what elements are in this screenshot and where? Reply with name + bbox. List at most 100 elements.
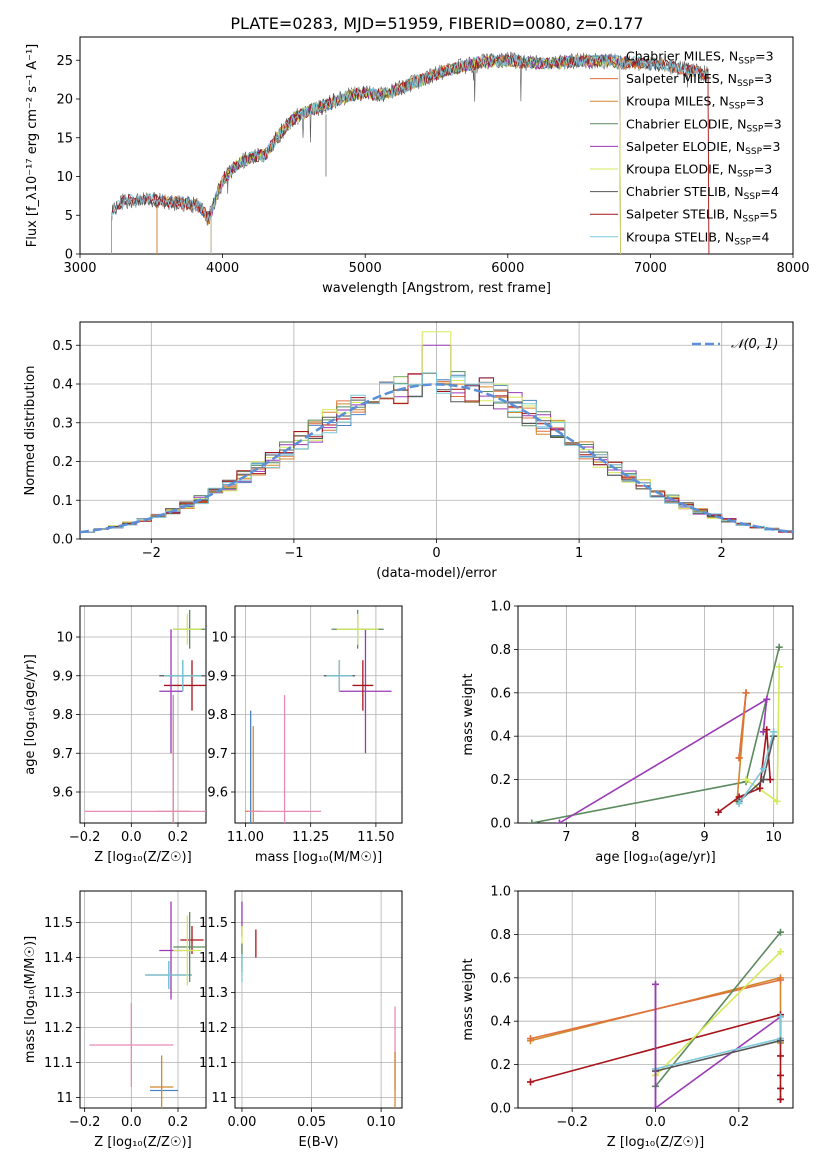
y-tick-label: 9.7 <box>52 747 73 762</box>
errorbar-point <box>164 660 202 692</box>
mass-weight-vs-age-panel: 7 8 9 10 0.0 0.2 0.4 0.6 0.8 1.0 age [log₁₀(age/yr… <box>461 600 794 865</box>
mass-weight-series <box>654 931 782 1087</box>
plot-area <box>241 901 396 1108</box>
x-tick-label: 0.05 <box>297 1115 326 1130</box>
errorbar-point <box>173 915 202 986</box>
y-tick-label: 9.8 <box>52 708 73 723</box>
legend-label-main: Chabrier MILES, N <box>626 49 738 64</box>
legend-label-suffix: =3 <box>755 49 773 64</box>
y-tick-label: 11.4 <box>44 951 73 966</box>
y-axis-label: Normed distribution <box>23 366 38 496</box>
normal-curve <box>80 383 793 534</box>
y-tick-label: 0 <box>65 248 73 263</box>
y-tick-label: 0.2 <box>490 773 511 788</box>
plus-marker <box>528 819 536 823</box>
legend-label-main: Kroupa ELODIE, N <box>626 162 737 177</box>
errorbar-point <box>173 613 202 645</box>
x-tick-label: 1 <box>575 546 583 561</box>
legend-label-sub: SSP <box>746 124 763 134</box>
plus-marker <box>777 948 784 956</box>
y-tick-label: 0.4 <box>490 730 511 745</box>
legend-label-suffix: =3 <box>754 71 772 86</box>
residual-histogram-panel: −2 −1 0 1 2 0.0 0.1 0.2 0.3 0.4 0.5 (data-model)/er… <box>23 321 794 581</box>
x-axis-label: wavelength [Angstrom, rest frame] <box>322 281 551 296</box>
histogram-series <box>80 372 793 533</box>
plus-marker <box>777 1013 784 1021</box>
model-spectrum-line <box>111 54 709 254</box>
x-tick-label: 11.00 <box>227 830 264 845</box>
spectrum-panel: 3000 4000 5000 6000 7000 8000 0 5 10 15 20 25 wavele… <box>25 36 810 296</box>
plot-area <box>89 901 206 1108</box>
y-tick-label: 0.5 <box>52 339 73 354</box>
x-tick-label: 9 <box>700 830 708 845</box>
y-tick-label: 9.8 <box>207 708 228 723</box>
legend-label-sub: SSP <box>745 147 762 157</box>
y-tick-label: 9.9 <box>52 669 73 684</box>
y-tick-label: 0.0 <box>490 1102 511 1117</box>
x-tick-label: 0.0 <box>645 1115 666 1130</box>
y-tick-label: 11.2 <box>199 1021 228 1036</box>
errorbar-point <box>326 660 353 692</box>
legend-label-sub: SSP <box>729 102 746 112</box>
plus-marker <box>770 728 778 736</box>
y-tick-label: 1.0 <box>490 600 511 615</box>
errorbar-point <box>336 613 379 645</box>
plus-marker <box>775 663 783 671</box>
x-tick-label: 0.0 <box>121 830 142 845</box>
age-vs-metallicity-panel: −0.2 0.0 0.2 9.6 9.7 9.8 9.9 10 Z [log₁₀(Z/Z☉)] a… <box>23 605 207 865</box>
x-tick-label: −0.2 <box>69 830 101 845</box>
legend-label-sub: SSP <box>737 79 754 89</box>
legend-label-main: Salpeter ELODIE, N <box>626 139 745 154</box>
plot-frame <box>79 36 794 255</box>
x-tick-label: 8000 <box>776 261 809 276</box>
plus-marker <box>773 797 781 805</box>
histogram-series <box>80 331 793 533</box>
y-tick-label: 11.4 <box>199 951 228 966</box>
x-tick-label: 2 <box>718 546 726 561</box>
plus-marker <box>756 784 764 792</box>
plus-marker <box>777 928 784 936</box>
y-tick-label: 25 <box>56 54 73 69</box>
legend-label-main: Salpeter STELIB, N <box>626 207 742 222</box>
legend-label-suffix: =4 <box>761 184 779 199</box>
plus-marker <box>777 1084 784 1092</box>
mass-weight-series <box>654 984 781 1108</box>
plus-marker <box>527 1035 534 1043</box>
plus-marker <box>763 726 771 734</box>
y-tick-label: 9.6 <box>207 786 228 801</box>
x-tick-label: 3000 <box>63 261 96 276</box>
y-tick-label: 1.0 <box>490 885 511 900</box>
plus-marker <box>735 799 743 807</box>
plus-marker <box>777 1071 784 1079</box>
legend-label-suffix: =3 <box>763 116 781 131</box>
legend-label-sub: SSP <box>744 192 761 202</box>
y-tick-label: 10 <box>56 170 73 185</box>
plot-frame <box>79 605 207 824</box>
x-axis-label: age [log₁₀(age/yr)] <box>595 850 716 865</box>
x-axis-label: (data-model)/error <box>376 566 497 581</box>
plus-marker <box>777 1037 784 1045</box>
legend-label: Chabrier ELODIE, NSSP=3 <box>626 116 782 134</box>
y-axis-label: age [log₁₀(age/yr)] <box>23 654 38 775</box>
legend-label-suffix: =4 <box>751 229 769 244</box>
plot-frame <box>79 890 207 1109</box>
y-tick-label: 10 <box>56 631 73 646</box>
age-vs-mass-panel: 11.00 11.25 11.50 9.6 9.7 9.8 9.9 10 mass [log₁₀… <box>207 605 403 865</box>
plot-frame <box>79 321 794 540</box>
x-tick-label: −0.2 <box>69 1115 101 1130</box>
x-tick-label: 0.0 <box>121 1115 142 1130</box>
x-tick-label: 6000 <box>491 261 524 276</box>
x-tick-label: −1 <box>284 546 303 561</box>
legend-label-suffix: =3 <box>754 162 772 177</box>
x-tick-label: 7 <box>562 830 570 845</box>
x-tick-label: 4000 <box>206 261 239 276</box>
y-tick-label: 0.2 <box>490 1058 511 1073</box>
errorbar-point <box>352 660 374 711</box>
plus-marker <box>742 689 750 697</box>
errorbar-point <box>339 629 392 754</box>
mass-weight-series <box>559 697 768 823</box>
legend-label-main: Salpeter MILES, N <box>626 71 737 86</box>
mass-vs-extinction-panel: 0.00 0.05 0.10 11 11.1 11.2 11.3 11.4 11.5 E(B-V) <box>199 890 403 1150</box>
plot-frame <box>234 605 403 824</box>
errorbar-point <box>173 912 206 982</box>
